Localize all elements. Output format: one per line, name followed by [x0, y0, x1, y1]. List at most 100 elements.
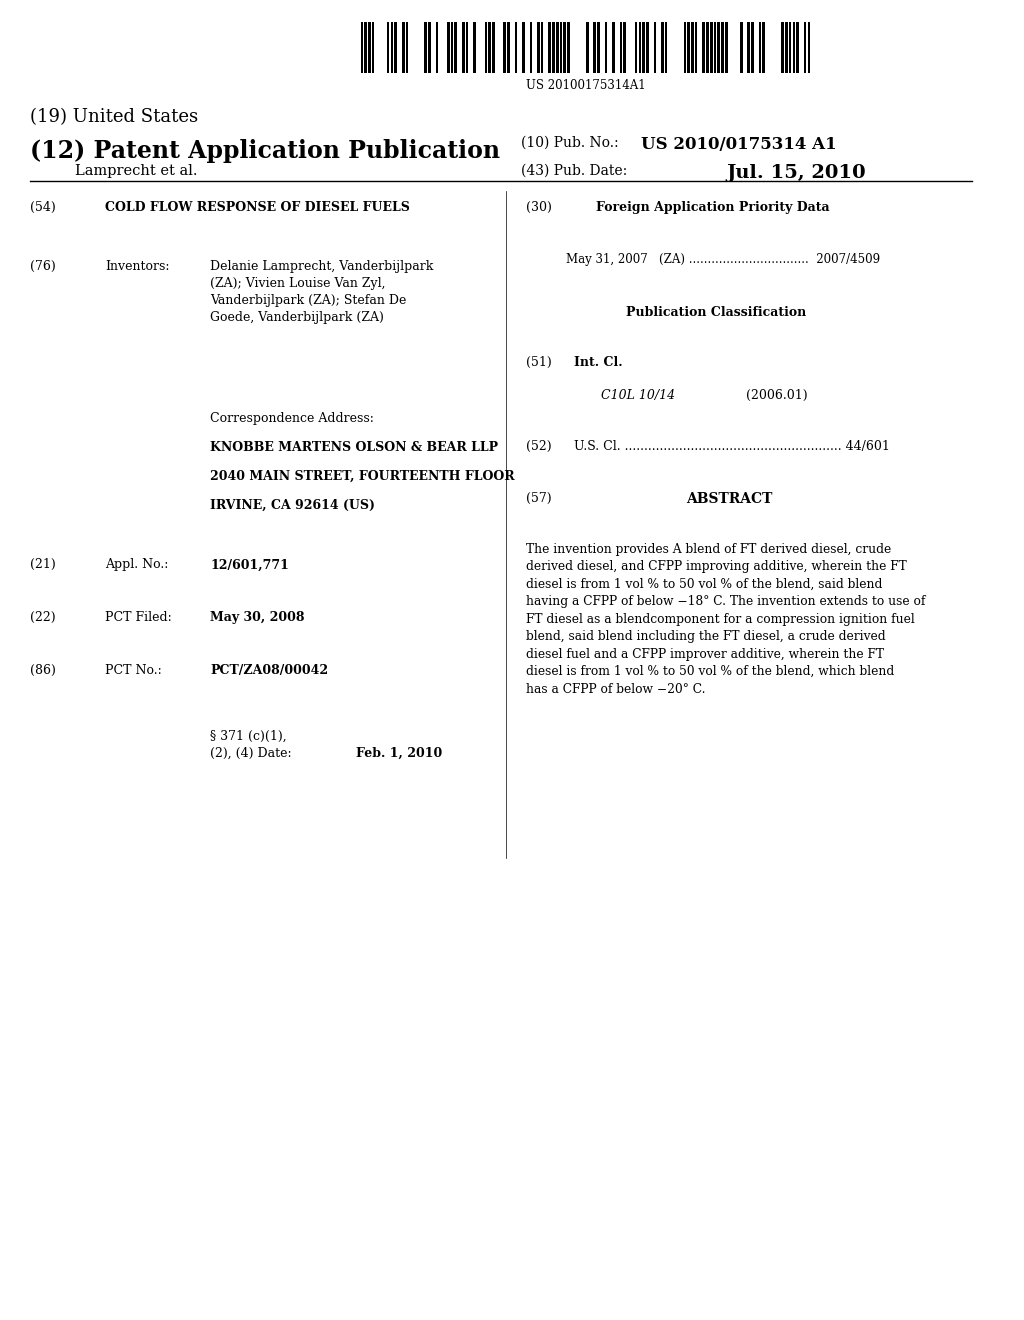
Bar — [492, 22, 495, 73]
Text: US 20100175314A1: US 20100175314A1 — [526, 79, 646, 92]
Bar — [642, 22, 645, 73]
Bar — [808, 22, 810, 73]
Text: COLD FLOW RESPONSE OF DIESEL FUELS: COLD FLOW RESPONSE OF DIESEL FUELS — [105, 201, 410, 214]
Text: Jul. 15, 2010: Jul. 15, 2010 — [726, 164, 865, 182]
Text: May 30, 2008: May 30, 2008 — [210, 611, 305, 624]
Bar — [541, 22, 544, 73]
Text: US 2010/0175314 A1: US 2010/0175314 A1 — [641, 136, 837, 153]
Bar — [597, 22, 600, 73]
Bar — [725, 22, 727, 73]
Text: (51): (51) — [526, 356, 552, 370]
Text: (30): (30) — [526, 201, 552, 214]
Text: § 371 (c)(1),
(2), (4) Date:: § 371 (c)(1), (2), (4) Date: — [210, 730, 292, 760]
Bar — [707, 22, 709, 73]
Bar — [748, 22, 750, 73]
Bar — [612, 22, 614, 73]
Text: U.S. Cl. ........................................................ 44/601: U.S. Cl. ...............................… — [573, 440, 890, 453]
Text: (54): (54) — [30, 201, 55, 214]
Bar — [406, 22, 409, 73]
Bar — [549, 22, 551, 73]
Text: PCT Filed:: PCT Filed: — [105, 611, 172, 624]
Text: Publication Classification: Publication Classification — [626, 306, 806, 319]
Bar — [529, 22, 532, 73]
Bar — [781, 22, 783, 73]
Bar — [552, 22, 555, 73]
Bar — [394, 22, 397, 73]
Bar — [504, 22, 506, 73]
Bar — [446, 22, 450, 73]
Text: 12/601,771: 12/601,771 — [210, 558, 289, 572]
Bar — [793, 22, 795, 73]
Bar — [620, 22, 623, 73]
Text: Delanie Lamprecht, Vanderbijlpark
(ZA); Vivien Louise Van Zyl,
Vanderbijlpark (Z: Delanie Lamprecht, Vanderbijlpark (ZA); … — [210, 260, 434, 323]
Text: PCT No.:: PCT No.: — [105, 664, 162, 677]
Bar — [624, 22, 626, 73]
Bar — [788, 22, 792, 73]
Text: Inventors:: Inventors: — [105, 260, 170, 273]
Bar — [368, 22, 371, 73]
Bar — [507, 22, 510, 73]
Bar — [718, 22, 720, 73]
Bar — [538, 22, 540, 73]
Text: (52): (52) — [526, 440, 552, 453]
Bar — [646, 22, 648, 73]
Bar — [560, 22, 562, 73]
Bar — [714, 22, 716, 73]
Bar — [401, 22, 404, 73]
Bar — [435, 22, 438, 73]
Text: ABSTRACT: ABSTRACT — [686, 492, 772, 507]
Text: C10L 10/14: C10L 10/14 — [601, 389, 675, 403]
Text: PCT/ZA08/00042: PCT/ZA08/00042 — [210, 664, 329, 677]
Bar — [488, 22, 490, 73]
Bar — [759, 22, 761, 73]
Bar — [721, 22, 724, 73]
Bar — [455, 22, 457, 73]
Bar — [687, 22, 690, 73]
Text: 2040 MAIN STREET, FOURTEENTH FLOOR: 2040 MAIN STREET, FOURTEENTH FLOOR — [210, 470, 515, 483]
Bar — [710, 22, 713, 73]
Bar — [740, 22, 742, 73]
Bar — [639, 22, 641, 73]
Text: KNOBBE MARTENS OLSON & BEAR LLP: KNOBBE MARTENS OLSON & BEAR LLP — [210, 441, 499, 454]
Bar — [515, 22, 517, 73]
Bar — [360, 22, 364, 73]
Bar — [662, 22, 664, 73]
Text: Foreign Application Priority Data: Foreign Application Priority Data — [596, 201, 829, 214]
Bar — [563, 22, 566, 73]
Text: The invention provides A blend of FT derived diesel, crude
derived diesel, and C: The invention provides A blend of FT der… — [526, 543, 926, 696]
Text: Feb. 1, 2010: Feb. 1, 2010 — [355, 747, 441, 760]
Text: Correspondence Address:: Correspondence Address: — [210, 412, 374, 425]
Bar — [695, 22, 697, 73]
Text: Appl. No.:: Appl. No.: — [105, 558, 169, 572]
Bar — [605, 22, 607, 73]
Bar — [702, 22, 705, 73]
Text: (10) Pub. No.:: (10) Pub. No.: — [521, 136, 618, 150]
Bar — [665, 22, 668, 73]
Text: (2006.01): (2006.01) — [746, 389, 808, 403]
Text: (43) Pub. Date:: (43) Pub. Date: — [521, 164, 627, 178]
Bar — [752, 22, 754, 73]
Bar — [586, 22, 589, 73]
Bar — [653, 22, 656, 73]
Bar — [594, 22, 596, 73]
Bar — [484, 22, 487, 73]
Text: (22): (22) — [30, 611, 55, 624]
Text: (12) Patent Application Publication: (12) Patent Application Publication — [30, 139, 500, 162]
Bar — [387, 22, 389, 73]
Text: (21): (21) — [30, 558, 55, 572]
Bar — [390, 22, 393, 73]
Text: (76): (76) — [30, 260, 55, 273]
Bar — [462, 22, 465, 73]
Bar — [473, 22, 476, 73]
Bar — [785, 22, 787, 73]
Bar — [451, 22, 454, 73]
Bar — [466, 22, 468, 73]
Bar — [635, 22, 637, 73]
Bar — [804, 22, 807, 73]
Text: (86): (86) — [30, 664, 56, 677]
Bar — [556, 22, 558, 73]
Bar — [684, 22, 686, 73]
Bar — [691, 22, 693, 73]
Bar — [428, 22, 431, 73]
Text: IRVINE, CA 92614 (US): IRVINE, CA 92614 (US) — [210, 499, 376, 512]
